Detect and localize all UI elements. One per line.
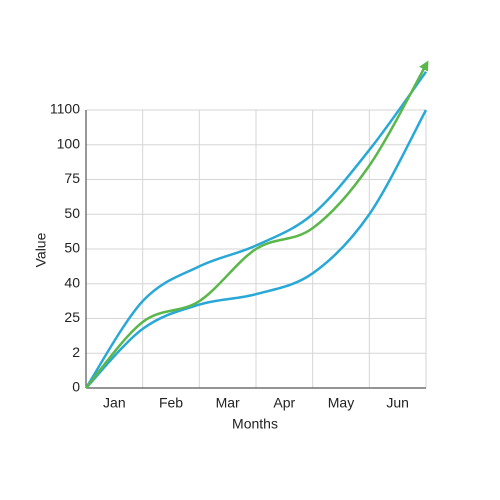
x-tick-label: May (328, 395, 354, 411)
y-tick-label: 100 (57, 135, 81, 151)
x-tick-label: Mar (216, 395, 240, 411)
x-tick-label: Feb (159, 395, 183, 411)
x-tick-label: Apr (273, 395, 295, 411)
y-tick-label: 50 (64, 240, 80, 256)
y-tick-label: 2 (72, 344, 80, 360)
y-tick-label: 75 (64, 170, 80, 186)
y-axis-label: Value (33, 232, 49, 267)
x-tick-label: Jun (386, 395, 409, 411)
x-axis-label: Months (232, 416, 278, 432)
y-tick-label: 50 (64, 205, 80, 221)
y-tick-label: 25 (64, 309, 80, 325)
x-tick-label: Jan (103, 395, 126, 411)
y-tick-label: 1100 (50, 101, 80, 117)
line-series (84, 71, 428, 389)
line-series (85, 109, 428, 389)
line-series (85, 60, 429, 389)
y-tick-label: 40 (64, 274, 80, 290)
y-tick-label: 0 (72, 379, 80, 395)
